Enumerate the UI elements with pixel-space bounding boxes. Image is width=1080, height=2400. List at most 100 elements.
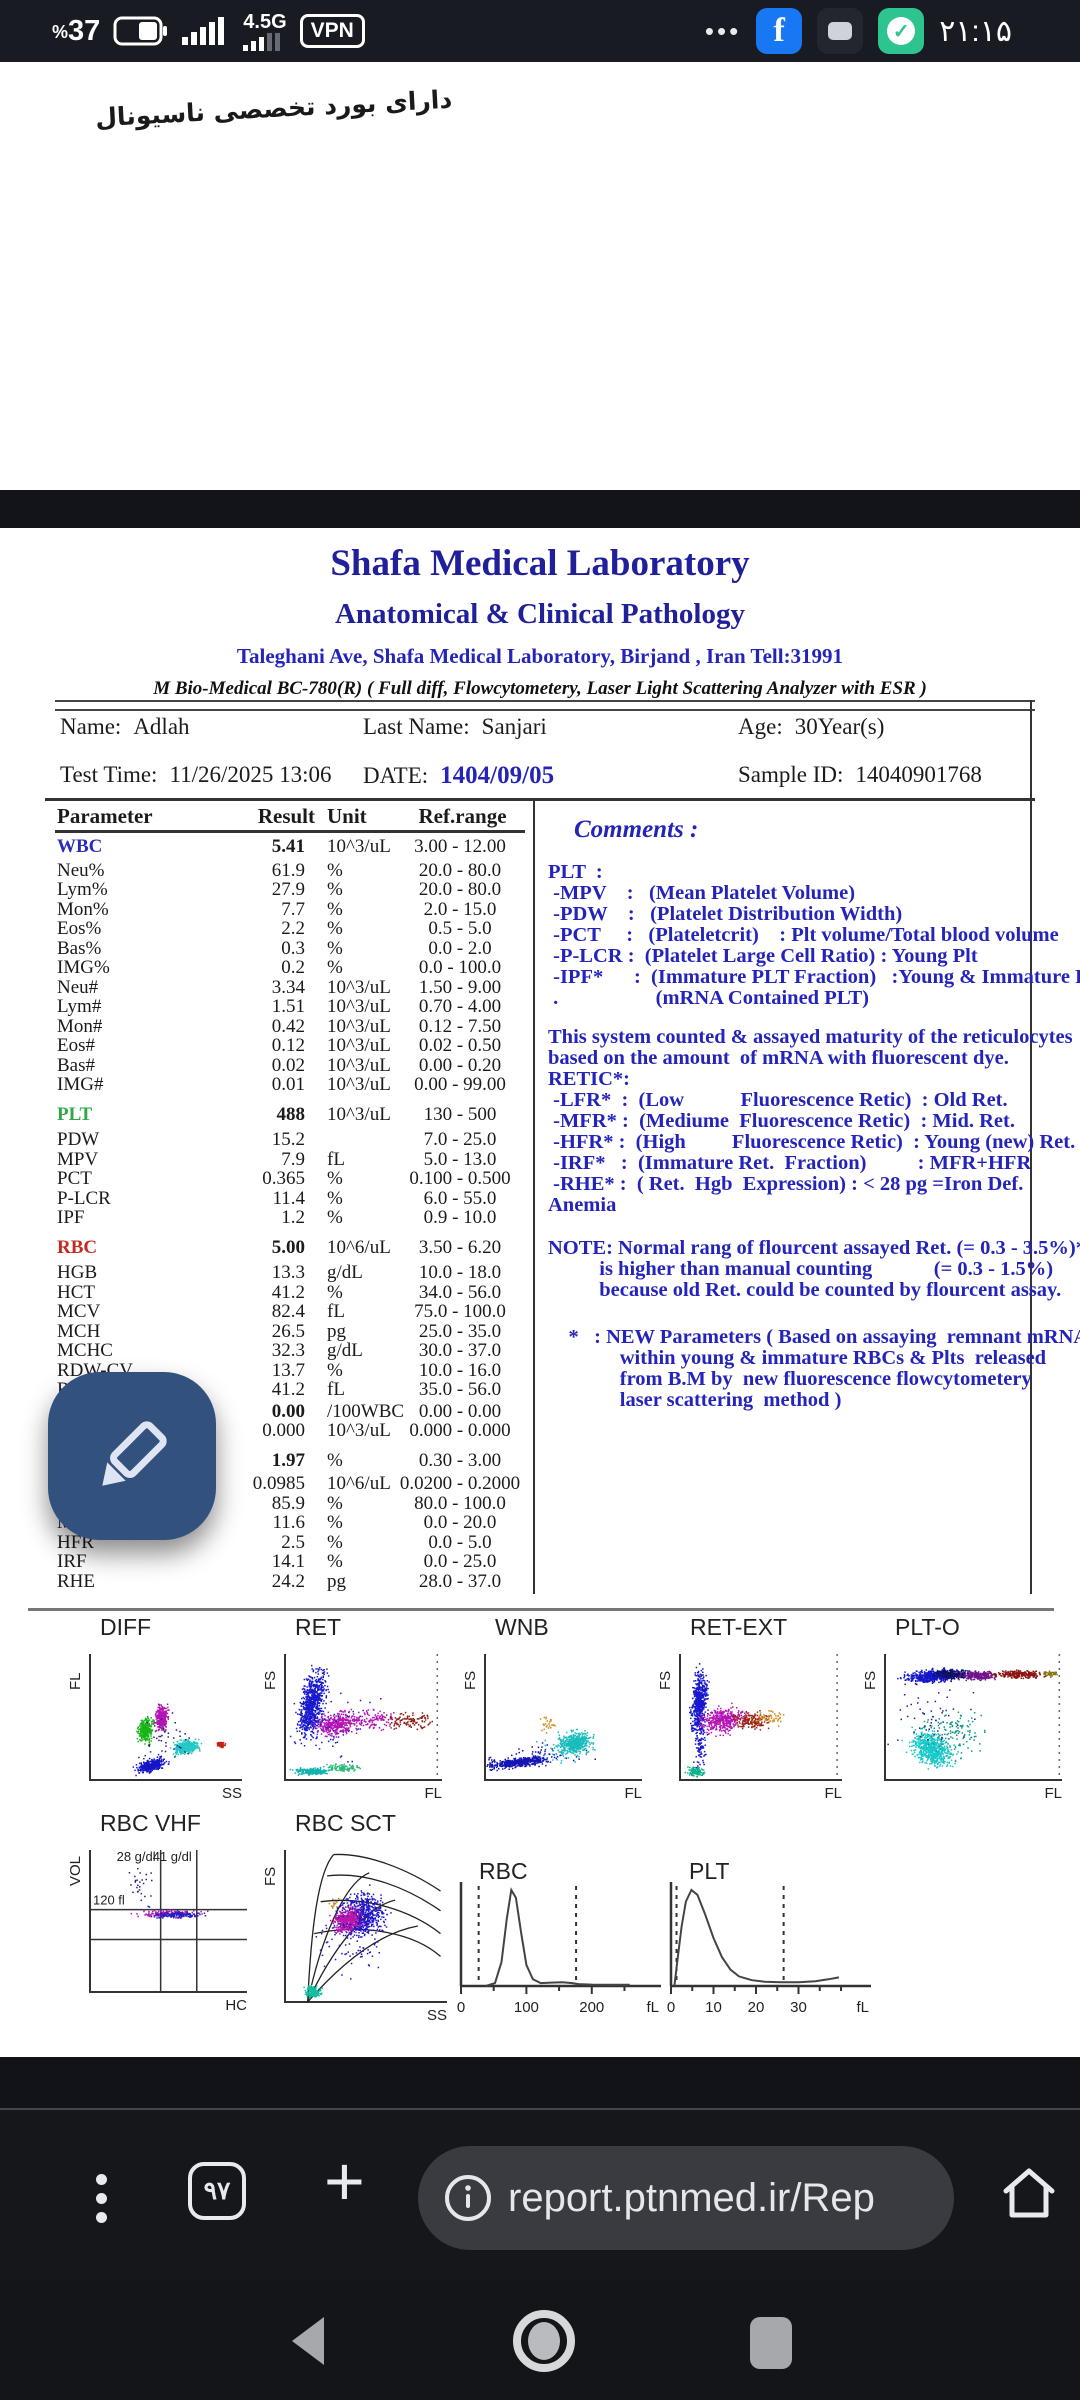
result-cell: 0.12 <box>271 1035 305 1056</box>
comment-line: laser scattering method ) <box>548 1389 842 1411</box>
results-table: Parameter Result Unit Ref.range WBC 5.41 1… <box>55 804 525 1591</box>
range-cell: 35.0 - 56.0 <box>418 1379 502 1400</box>
unit-cell: fL <box>327 1148 345 1170</box>
range-cell: 0.12 - 7.50 <box>418 1015 502 1037</box>
range-cell: 2.0 - 15.0 <box>423 898 497 920</box>
svg-text:fL: fL <box>856 1999 869 2016</box>
unit-cell: g/dL <box>327 1340 363 1361</box>
table-row: RBC 5.00 10^6/uL 3.50 - 6.20 <box>55 1237 525 1258</box>
table-row: PLT 488 10^3/uL 130 - 500 <box>55 1104 525 1125</box>
table-row: IRF 14.1% 0.0 - 25.0 <box>55 1552 525 1572</box>
param-cell: RHE <box>57 1570 95 1592</box>
result-cell: 14.1 <box>271 1551 305 1572</box>
android-nav-bar <box>0 2280 1080 2400</box>
comment-line: -LFR* : (Low Fluorescence Retic) : Old R… <box>548 1089 1008 1111</box>
svg-text:FL: FL <box>824 1785 842 1802</box>
result-cell: 0.02 <box>271 1054 305 1076</box>
new-tab-button[interactable]: + <box>318 2140 371 2222</box>
comment-block: PLT : <box>548 862 1026 883</box>
comment-line: . (mRNA Contained PLT) <box>548 987 870 1009</box>
result-cell: 27.9 <box>271 879 305 900</box>
table-row: IMG# 0.01 10^3/uL 0.00 - 99.00 <box>55 1075 525 1095</box>
plot-title: RBC VHF <box>100 1810 201 1836</box>
unit-cell: % <box>327 1207 343 1228</box>
range-cell: 10.0 - 16.0 <box>418 1359 502 1381</box>
unit-cell: % <box>327 1449 343 1471</box>
comment-block: -MPV : (Mean Platelet Volume) -PDW : (Pl… <box>548 883 1080 1009</box>
home-button[interactable] <box>992 2162 1066 2229</box>
table-row: Lym# 1.51 10^3/uL 0.70 - 4.00 <box>55 997 525 1017</box>
menu-kebab-icon[interactable] <box>86 2158 116 2238</box>
comment-line: -MFR* : (Mediume Fluorescence Retic) : M… <box>548 1110 1015 1132</box>
svg-text:FL: FL <box>67 1672 84 1690</box>
notification-overflow-dots: ••• <box>704 15 742 46</box>
page-info-icon <box>445 2175 491 2221</box>
table-row: PDW 15.2 7.0 - 25.0 <box>55 1130 525 1150</box>
comments-title: Comments : <box>574 816 699 843</box>
comment-line: * : NEW Parameters ( Based on assaying r… <box>548 1326 1080 1348</box>
edit-fab[interactable] <box>48 1372 216 1540</box>
unit-cell: fL <box>327 1301 345 1322</box>
back-triangle-icon <box>292 2317 324 2365</box>
param-cell: Mon% <box>57 898 109 920</box>
param-cell: P-LCR <box>57 1187 111 1209</box>
param-cell: Neu% <box>57 859 105 881</box>
table-row: HFR 2.5% 0.0 - 5.0 <box>55 1532 525 1553</box>
result-cell: 13.7 <box>271 1359 305 1381</box>
comment-line: -PDW : (Platelet Distribution Width) <box>548 903 903 925</box>
nav-recents-button[interactable] <box>742 2314 800 2375</box>
svg-text:41 g/dl: 41 g/dl <box>153 1849 192 1864</box>
lab-report-page: Shafa Medical Laboratory Anatomical & Cl… <box>0 528 1080 2057</box>
scatter-ret: RET FS FL <box>255 1614 450 1807</box>
comment-line: NOTE: Normal rang of flourcent assayed R… <box>548 1237 1080 1259</box>
network-type-label: 4.5G <box>243 10 287 33</box>
range-cell: 0.0 - 20.0 <box>423 1512 497 1533</box>
svg-text:200: 200 <box>579 1999 604 2016</box>
result-cell: 61.9 <box>271 859 305 881</box>
nav-home-button[interactable] <box>502 2304 586 2381</box>
scatter-ret-ext: RET-EXT FS FL <box>650 1614 850 1807</box>
signal-bars-secondary-icon <box>243 32 281 51</box>
url-bar[interactable]: report.ptnmed.ir/Rep <box>418 2146 954 2250</box>
comment-line: PLT : <box>548 861 603 883</box>
result-cell: 0.01 <box>271 1074 305 1095</box>
result-cell: 85.9 <box>271 1492 305 1514</box>
unit-cell: % <box>327 1168 343 1189</box>
param-cell: Eos# <box>57 1035 95 1056</box>
result-cell: 1.51 <box>271 996 305 1017</box>
comment-line: -RHE* : ( Ret. Hgb Expression) : < 28 pg… <box>548 1173 1024 1195</box>
range-cell: 0.00 - 0.00 <box>418 1400 502 1422</box>
scatter-wnb: WNB FS FL <box>455 1614 650 1807</box>
tab-switcher-button[interactable]: ٩٧ <box>188 2162 246 2220</box>
nav-back-button[interactable] <box>282 2314 334 2371</box>
url-text: report.ptnmed.ir/Rep <box>508 2175 875 2220</box>
param-cell: PCT <box>57 1168 92 1189</box>
table-row: P-LCR 11.4% 6.0 - 55.0 <box>55 1187 525 1209</box>
result-cell: 26.5 <box>271 1320 305 1342</box>
range-cell: 20.0 - 80.0 <box>418 879 502 900</box>
table-row: Neu# 3.34 10^3/uL 1.50 - 9.00 <box>55 977 525 998</box>
browser-toolbar: ٩٧ + report.ptnmed.ir/Rep <box>0 2108 1080 2282</box>
plot-title: PLT-O <box>895 1614 960 1640</box>
comment-block: This system counted & assayed maturity o… <box>548 1027 1073 1069</box>
check-app-notification-icon: ✓ <box>878 8 925 54</box>
param-cell: Lym# <box>57 996 102 1017</box>
param-cell: MPV <box>57 1148 99 1170</box>
plot-title: PLT <box>689 1858 730 1884</box>
double-rule <box>55 700 1035 711</box>
range-cell: 0.00 - 99.00 <box>414 1074 506 1095</box>
unit-cell: % <box>327 1187 343 1209</box>
page-separator-bar <box>0 490 1080 528</box>
test-date: DATE: 1404/09/05 <box>363 762 555 789</box>
table-row: IPF 1.2% 0.9 - 10.0 <box>55 1208 525 1228</box>
param-cell: MCHC <box>57 1340 113 1361</box>
param-cell: WBC <box>57 836 103 857</box>
clock-text: ۲۱:۱۵ <box>939 14 1012 48</box>
range-cell: 28.0 - 37.0 <box>418 1570 502 1592</box>
comment-line: -IPF* : (Immature PLT Fraction) :Young &… <box>548 966 1080 988</box>
home-icon <box>1003 2168 1055 2218</box>
svg-text:0: 0 <box>667 1999 675 2016</box>
comment-line: -IRF* : (Immature Ret. Fraction) : MFR+H… <box>548 1152 1032 1174</box>
unit-cell: % <box>327 898 343 920</box>
table-row: Mon% 7.7% 2.0 - 15.0 <box>55 898 525 920</box>
